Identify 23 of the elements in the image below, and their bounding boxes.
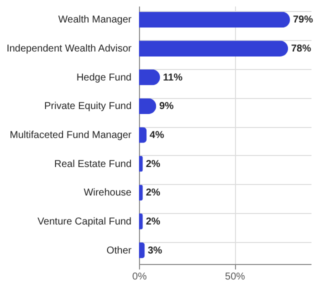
data-label: 79% (292, 14, 314, 26)
data-label: 2% (146, 188, 160, 199)
x-tick-label: 50% (225, 272, 246, 282)
y-tick-label: Wirehouse (84, 188, 132, 199)
bar (139, 242, 145, 258)
x-tick-label: 0% (132, 272, 147, 282)
y-tick-label: Other (106, 245, 132, 256)
data-label: 4% (150, 130, 164, 141)
data-label: 2% (146, 216, 160, 228)
data-label: 2% (146, 158, 160, 170)
data-label: 3% (148, 245, 162, 256)
y-tick-label: Wealth Manager (58, 14, 132, 26)
y-tick-label: Venture Capital Fund (38, 216, 132, 228)
y-tick-label: Independent Wealth Advisor (6, 44, 132, 55)
y-tick-label: Multifaceted Fund Manager (10, 130, 132, 141)
y-tick-label: Real Estate Fund (54, 158, 132, 170)
y-tick-label: Hedge Fund (76, 72, 132, 84)
bar (139, 40, 288, 56)
y-tick-label: Private Equity Fund (44, 101, 132, 112)
data-label: 11% (163, 72, 183, 84)
data-label: 9% (159, 101, 174, 112)
bar (139, 12, 290, 28)
data-label: 78% (291, 44, 312, 55)
